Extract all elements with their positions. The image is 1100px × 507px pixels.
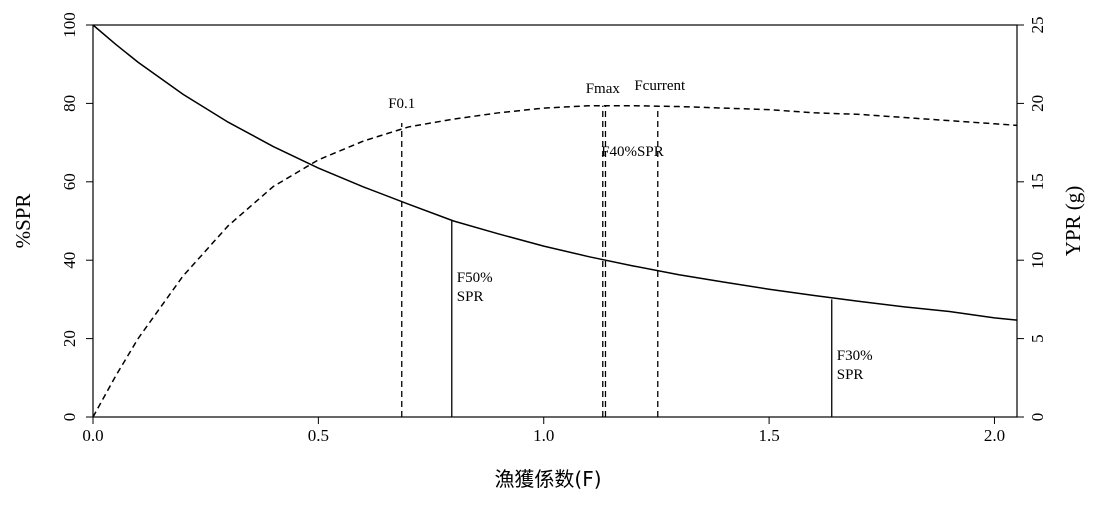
x-tick-label: 2.0 (984, 426, 1005, 445)
y2-tick-label: 25 (1028, 17, 1047, 34)
reference-label: F50% (457, 270, 493, 286)
y2-tick-label: 5 (1028, 334, 1047, 343)
y-tick-label: 80 (60, 95, 79, 112)
y-axis-label: %SPR (11, 194, 35, 249)
y-tick-label: 20 (60, 330, 79, 347)
y2-tick-label: 20 (1028, 95, 1047, 112)
x-tick-label: 1.0 (533, 426, 554, 445)
x-tick-label: 0.0 (82, 426, 103, 445)
y2-tick-label: 0 (1028, 413, 1047, 422)
y2-axis-label: YPR (g) (1061, 186, 1085, 257)
reference-label: SPR (457, 289, 484, 305)
y-tick-label: 40 (60, 252, 79, 269)
y2-tick-label: 10 (1028, 252, 1047, 269)
plot-frame (92, 24, 1018, 418)
reference-label: Fmax (586, 81, 621, 97)
x-tick-label: 1.5 (758, 426, 779, 445)
reference-label: SPR (837, 367, 864, 383)
reference-label: F30% (837, 348, 873, 364)
reference-label: Fcurrent (634, 78, 686, 94)
spr-curve (92, 24, 1018, 321)
reference-label: F0.1 (388, 96, 415, 112)
y-tick-label: 100 (60, 12, 79, 38)
y-tick-label: 60 (60, 173, 79, 190)
y2-tick-label: 15 (1028, 173, 1047, 190)
x-tick-label: 0.5 (308, 426, 329, 445)
ypr-curve (92, 105, 1018, 418)
reference-label: F40%SPR (601, 144, 664, 160)
y-tick-label: 0 (60, 413, 79, 422)
x-axis-label: 漁獲係数(F) (494, 467, 601, 491)
